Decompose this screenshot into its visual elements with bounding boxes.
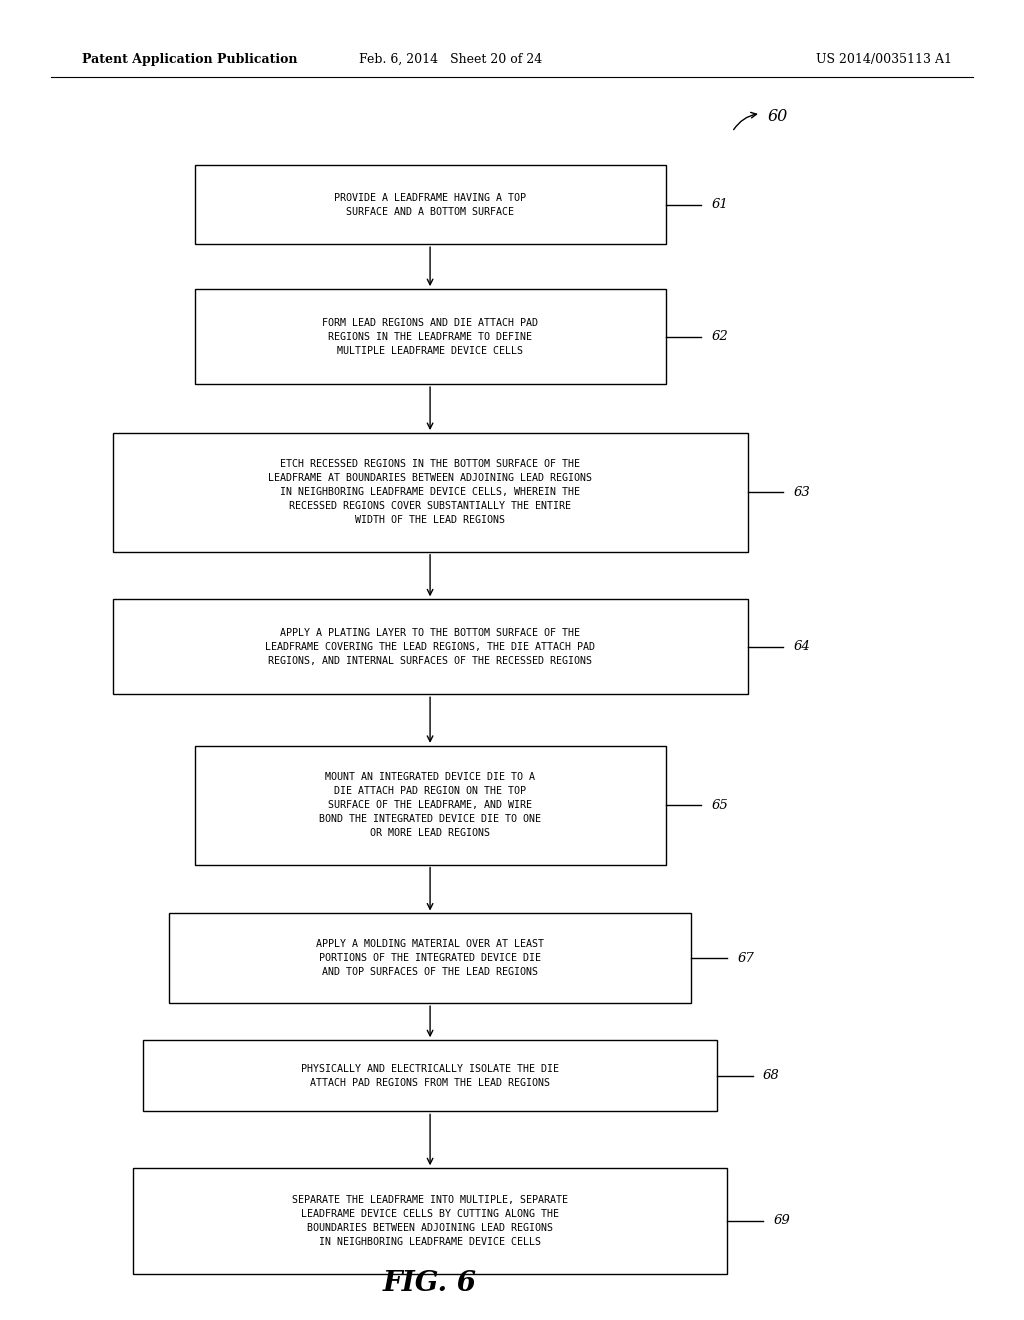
- Text: 62: 62: [712, 330, 728, 343]
- Text: PROVIDE A LEADFRAME HAVING A TOP
SURFACE AND A BOTTOM SURFACE: PROVIDE A LEADFRAME HAVING A TOP SURFACE…: [334, 193, 526, 216]
- FancyBboxPatch shape: [195, 746, 666, 865]
- Text: 69: 69: [773, 1214, 790, 1228]
- Text: 64: 64: [794, 640, 810, 653]
- FancyBboxPatch shape: [113, 433, 748, 552]
- Text: 61: 61: [712, 198, 728, 211]
- FancyBboxPatch shape: [133, 1168, 727, 1274]
- FancyBboxPatch shape: [169, 913, 691, 1003]
- Text: 68: 68: [763, 1069, 779, 1082]
- Text: US 2014/0035113 A1: US 2014/0035113 A1: [816, 53, 952, 66]
- Text: Patent Application Publication: Patent Application Publication: [82, 53, 297, 66]
- Text: 63: 63: [794, 486, 810, 499]
- Text: 65: 65: [712, 799, 728, 812]
- Text: MOUNT AN INTEGRATED DEVICE DIE TO A
DIE ATTACH PAD REGION ON THE TOP
SURFACE OF : MOUNT AN INTEGRATED DEVICE DIE TO A DIE …: [319, 772, 541, 838]
- Text: SEPARATE THE LEADFRAME INTO MULTIPLE, SEPARATE
LEADFRAME DEVICE CELLS BY CUTTING: SEPARATE THE LEADFRAME INTO MULTIPLE, SE…: [292, 1195, 568, 1247]
- FancyBboxPatch shape: [143, 1040, 717, 1111]
- Text: ETCH RECESSED REGIONS IN THE BOTTOM SURFACE OF THE
LEADFRAME AT BOUNDARIES BETWE: ETCH RECESSED REGIONS IN THE BOTTOM SURF…: [268, 459, 592, 525]
- FancyBboxPatch shape: [195, 289, 666, 384]
- Text: 67: 67: [737, 952, 754, 965]
- Text: APPLY A PLATING LAYER TO THE BOTTOM SURFACE OF THE
LEADFRAME COVERING THE LEAD R: APPLY A PLATING LAYER TO THE BOTTOM SURF…: [265, 628, 595, 665]
- FancyBboxPatch shape: [113, 599, 748, 694]
- Text: FORM LEAD REGIONS AND DIE ATTACH PAD
REGIONS IN THE LEADFRAME TO DEFINE
MULTIPLE: FORM LEAD REGIONS AND DIE ATTACH PAD REG…: [323, 318, 538, 355]
- Text: 60: 60: [768, 108, 788, 124]
- Text: PHYSICALLY AND ELECTRICALLY ISOLATE THE DIE
ATTACH PAD REGIONS FROM THE LEAD REG: PHYSICALLY AND ELECTRICALLY ISOLATE THE …: [301, 1064, 559, 1088]
- FancyBboxPatch shape: [195, 165, 666, 244]
- Text: APPLY A MOLDING MATERIAL OVER AT LEAST
PORTIONS OF THE INTEGRATED DEVICE DIE
AND: APPLY A MOLDING MATERIAL OVER AT LEAST P…: [316, 940, 544, 977]
- Text: FIG. 6: FIG. 6: [383, 1270, 477, 1296]
- Text: Feb. 6, 2014   Sheet 20 of 24: Feb. 6, 2014 Sheet 20 of 24: [359, 53, 542, 66]
